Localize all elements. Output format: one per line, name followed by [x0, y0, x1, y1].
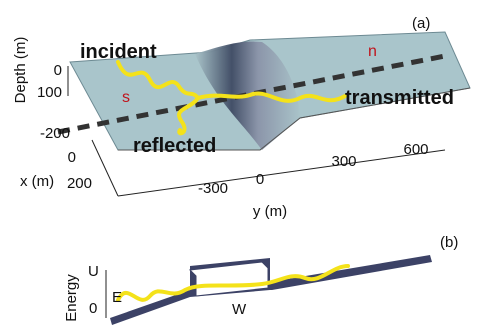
- y-tick: 300: [331, 153, 356, 170]
- level-u: U: [88, 263, 99, 280]
- x-tick: -200: [40, 125, 70, 142]
- figure: (a) Depth (m) 0 100 -200 0 200 x (m) -30…: [0, 0, 483, 333]
- y-tick: 0: [256, 171, 264, 188]
- y-tick: -300: [198, 180, 228, 197]
- y-tick: 600: [403, 141, 428, 158]
- x-tick: 200: [67, 175, 92, 192]
- panel-label: (a): [412, 15, 430, 32]
- width-label: W: [232, 301, 247, 318]
- incident-label: incident: [80, 41, 157, 63]
- depth-tick: 100: [37, 84, 62, 101]
- energy-profile: [106, 255, 432, 325]
- n-label: n: [368, 43, 377, 60]
- energy-title: Energy: [63, 274, 80, 322]
- reflected-label: reflected: [133, 135, 216, 157]
- x-tick: 0: [68, 149, 76, 166]
- panel-label: (b): [440, 234, 458, 251]
- level-0: 0: [89, 300, 97, 317]
- depth-tick: 0: [54, 62, 62, 79]
- x-title: x (m): [20, 173, 54, 190]
- s-label: s: [122, 89, 130, 106]
- energy-label: E: [112, 289, 122, 306]
- depth-title: Depth (m): [12, 37, 29, 104]
- transmitted-label: transmitted: [345, 87, 454, 109]
- y-title: y (m): [253, 203, 287, 220]
